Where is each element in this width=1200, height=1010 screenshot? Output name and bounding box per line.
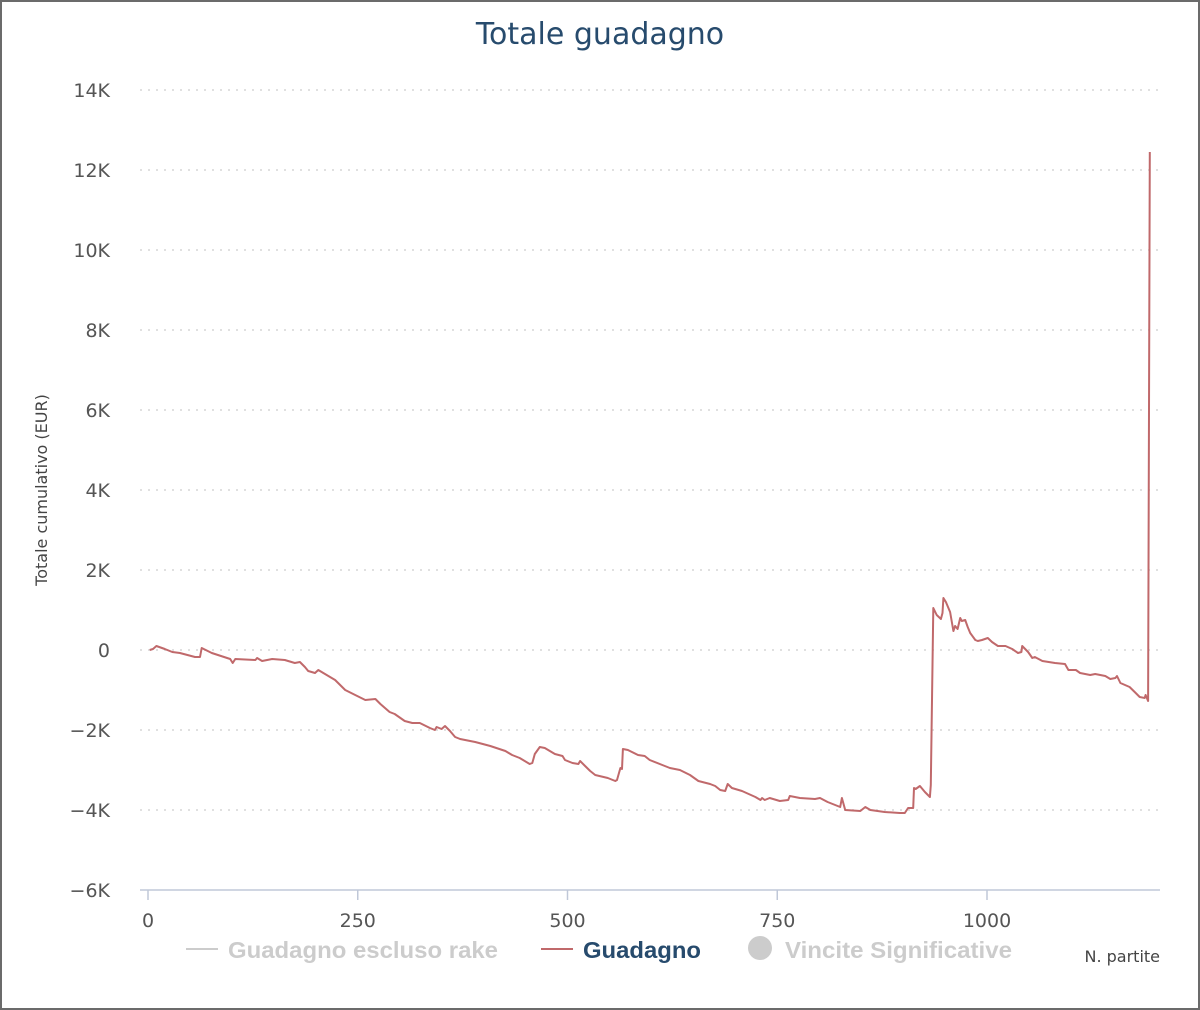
legend-item-vincite-significative[interactable]: Vincite Significative bbox=[748, 936, 1012, 963]
x-axis-labels: 0 250 500 750 1000 bbox=[142, 890, 1011, 932]
y-tick-label: −2K bbox=[70, 720, 111, 742]
x-tick-label: 250 bbox=[340, 910, 376, 932]
y-tick-label: −4K bbox=[70, 800, 111, 822]
y-tick-label: 4K bbox=[85, 480, 110, 502]
legend-label: Vincite Significative bbox=[785, 937, 1012, 963]
series-line-guadagno[interactable] bbox=[149, 151, 1151, 814]
y-axis-title: Totale cumulativo (EUR) bbox=[32, 394, 51, 587]
y-tick-label: 6K bbox=[85, 400, 110, 422]
y-tick-label: 10K bbox=[73, 240, 110, 262]
x-tick-label: 0 bbox=[142, 910, 154, 932]
y-tick-label: 2K bbox=[85, 560, 110, 582]
legend-item-guadagno-escluso-rake[interactable]: Guadagno escluso rake bbox=[186, 937, 498, 963]
x-tick-label: 500 bbox=[549, 910, 585, 932]
x-tick-label: 750 bbox=[759, 910, 795, 932]
legend-label: Guadagno escluso rake bbox=[228, 937, 498, 963]
x-tick-label: 1000 bbox=[963, 910, 1011, 932]
legend-item-guadagno[interactable]: Guadagno bbox=[541, 937, 701, 963]
x-axis-title: N. partite bbox=[1084, 947, 1160, 966]
y-tick-label: 0 bbox=[98, 640, 110, 662]
legend-label: Guadagno bbox=[583, 937, 701, 963]
legend-circle-marker bbox=[748, 936, 772, 960]
y-tick-label: 8K bbox=[85, 320, 110, 342]
gridlines bbox=[140, 89, 1160, 811]
y-tick-label: −6K bbox=[70, 880, 111, 902]
chart-title: Totale guadagno bbox=[475, 17, 724, 52]
y-tick-label: 12K bbox=[73, 160, 110, 182]
legend: Guadagno escluso rake Guadagno Vincite S… bbox=[186, 936, 1012, 963]
series-group bbox=[149, 151, 1151, 814]
y-tick-label: 14K bbox=[73, 80, 110, 102]
y-axis-labels: −6K −4K −2K 0 2K 4K 6K 8K 10K 12K 14K bbox=[70, 80, 111, 902]
